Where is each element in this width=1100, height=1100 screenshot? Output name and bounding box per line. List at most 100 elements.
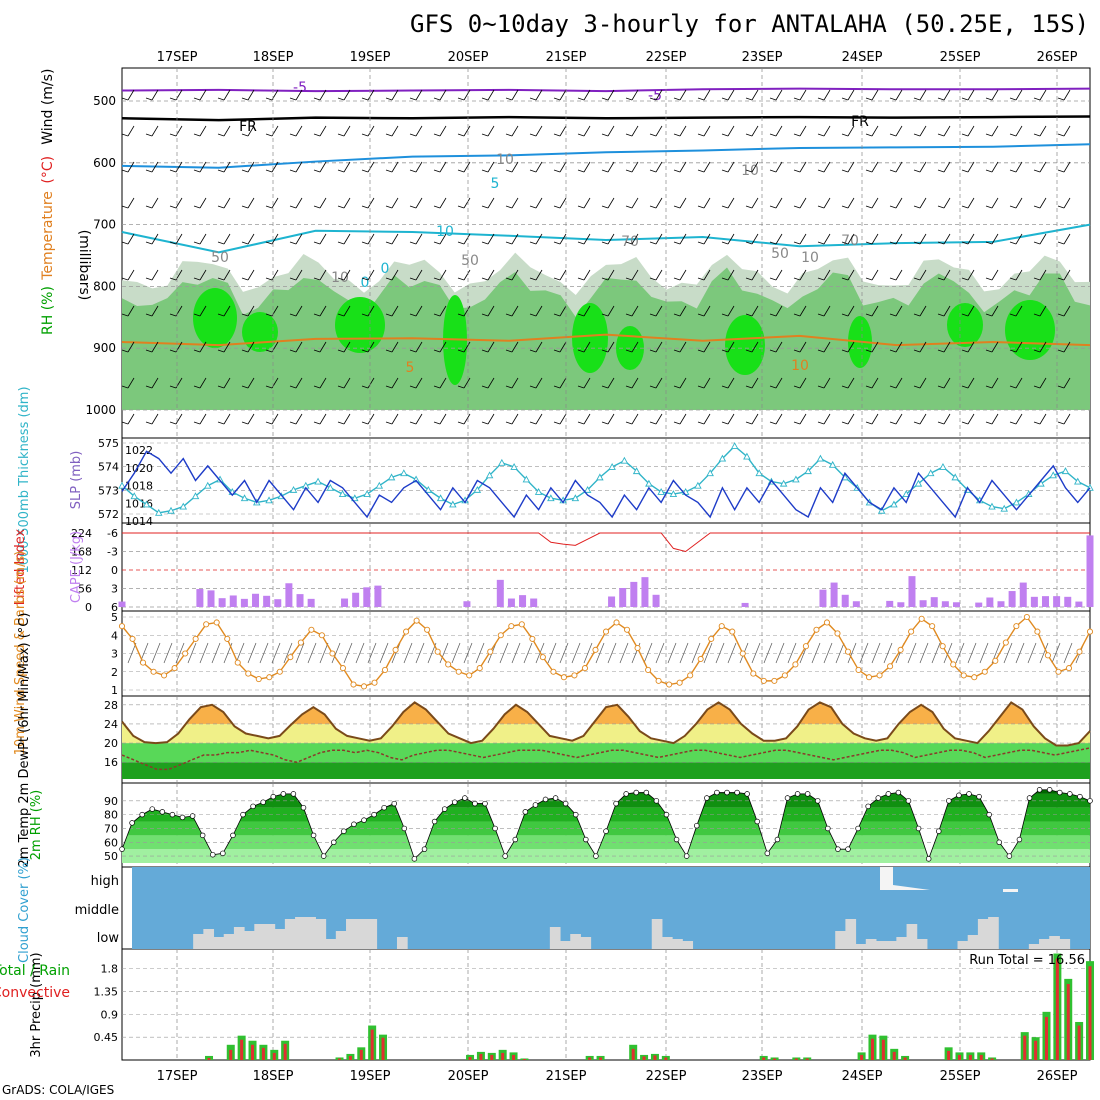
wind-barb [967, 89, 975, 101]
wind-barb-flag [337, 385, 345, 389]
wind-barb-flag [361, 313, 369, 317]
wind-barb [607, 161, 615, 173]
pressure-tick-label: 800 [93, 279, 116, 293]
wind-barb-flag [457, 277, 465, 281]
low-cloud-bar [356, 919, 367, 949]
wind-barb [751, 233, 759, 245]
rh-point [230, 832, 236, 839]
wind-barb [487, 413, 495, 425]
wind-barb-flag [553, 313, 561, 317]
rh-point [260, 799, 266, 805]
wind-barb [415, 413, 423, 425]
wind10-ylabel: 10m Wind Speed & Barbs (m/s) [13, 551, 28, 756]
temp-ylabel: 2m Temp 2m DewPt (6hr Min/Max) (°C) [17, 613, 32, 868]
wind-barb-flag [361, 205, 369, 209]
wind-barb [391, 125, 399, 137]
wind-barb [751, 413, 759, 425]
slp-ylabel: SLP (mb) [69, 451, 84, 510]
wind-barb-flag [1033, 205, 1041, 209]
thickness-series-point [718, 454, 727, 462]
wind-barb [895, 233, 903, 245]
wind10-series-point [939, 643, 946, 650]
wind-barb-flag [337, 277, 345, 281]
thickness-series-point [779, 479, 788, 487]
rh-point [482, 800, 488, 807]
cape-bar [1041, 596, 1049, 607]
rh-point [673, 836, 680, 843]
wind-barb-flag [745, 169, 753, 173]
wind-barb [607, 305, 615, 317]
precip-convective-bar [588, 1057, 592, 1060]
wind-barb-flag [361, 241, 369, 245]
cape-tick-label: 0 [85, 601, 92, 614]
wind-barb [823, 233, 831, 245]
wind-barb [751, 89, 759, 101]
pressure-tick-label: 500 [93, 94, 116, 108]
wind10-series-point [287, 654, 294, 661]
wind-barb-flag [817, 169, 825, 173]
wind-barb-flag [337, 205, 345, 209]
wind-barb [703, 197, 711, 209]
wind10-series-point [224, 635, 231, 642]
wind-barb [799, 305, 807, 317]
wind10-series-point [655, 677, 662, 684]
wind-barb [487, 305, 495, 317]
wind10-series-point [1034, 628, 1041, 635]
precip-convective-bar [664, 1057, 668, 1060]
wind-barb-flag [937, 277, 945, 281]
surface-barb [523, 642, 533, 664]
thickness-series-point [449, 500, 457, 508]
wind-barb-flag [961, 205, 969, 209]
low-cloud-bar [305, 917, 316, 949]
wind-barb-flag [265, 133, 273, 137]
wind-barb-flag [961, 277, 969, 281]
wind10-series-point [129, 635, 136, 642]
wind-barb [295, 413, 303, 425]
wind-barb [463, 305, 471, 317]
precip-convective-bar [348, 1055, 352, 1060]
surface-barb [379, 642, 389, 664]
wind-barb-flag [769, 313, 777, 317]
wind-barb [1039, 161, 1047, 173]
wind-barb-flag [529, 97, 537, 101]
wind-barb-flag [265, 421, 273, 425]
wind-barb-flag [361, 169, 369, 173]
wind-barb-flag [625, 349, 633, 353]
rh-point [300, 804, 307, 811]
wind-barb-flag [169, 421, 177, 425]
thickness-series-point [118, 481, 126, 489]
wind-barb-flag [361, 97, 369, 101]
thickness-series-point [179, 502, 188, 510]
wind-barb [199, 305, 207, 317]
wind-barb [631, 413, 639, 425]
surface-barb [667, 642, 677, 664]
wind-barb-flag [985, 97, 993, 101]
wind-barb-flag [169, 97, 177, 101]
wind-barb [463, 89, 471, 101]
surface-barb [919, 642, 929, 664]
wind-barb-flag [505, 169, 513, 173]
wind-barb [727, 305, 735, 317]
wind-barb [391, 161, 399, 173]
wind10-series-point [792, 661, 799, 668]
wind-barb [991, 269, 999, 281]
wind-barb [775, 269, 783, 281]
wind-barb [559, 413, 567, 425]
surface-barb [439, 642, 449, 664]
wind-barb [295, 197, 303, 209]
wind10-series-point [266, 674, 273, 681]
wind-barb [679, 125, 687, 137]
rh-point [371, 811, 377, 818]
cape-bar [852, 601, 860, 607]
thickness-series-point [314, 477, 322, 485]
wind-barb [199, 233, 207, 245]
wind-barb [391, 89, 399, 101]
wind10-series-point [781, 672, 788, 679]
rh-90-area [242, 312, 278, 352]
wind-barb-flag [193, 421, 201, 425]
wind-barb [775, 197, 783, 209]
wind-barb [439, 197, 447, 209]
wind-barb [943, 233, 951, 245]
wind-barb-flag [745, 241, 753, 245]
low-cloud-bar [661, 937, 673, 949]
